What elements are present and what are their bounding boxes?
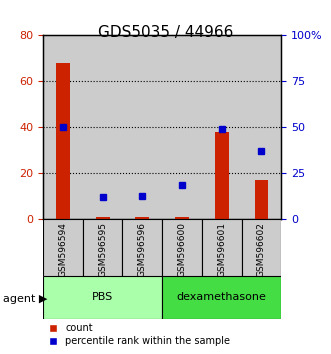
Bar [215,132,229,219]
Bar [122,35,162,219]
Bar [162,35,202,219]
Bar [43,35,83,219]
Bar [242,35,281,219]
Text: GSM596596: GSM596596 [138,222,147,277]
Bar [255,181,268,219]
Bar [83,35,122,219]
Text: GSM596601: GSM596601 [217,222,226,277]
Text: GDS5035 / 44966: GDS5035 / 44966 [98,25,233,40]
FancyBboxPatch shape [202,219,242,276]
Text: GSM596595: GSM596595 [98,222,107,277]
Bar [135,217,149,219]
Text: dexamethasone: dexamethasone [177,292,267,302]
FancyBboxPatch shape [162,276,281,319]
Legend: count, percentile rank within the sample: count, percentile rank within the sample [48,324,230,346]
FancyBboxPatch shape [122,219,162,276]
Text: GSM596594: GSM596594 [58,222,68,277]
Bar [175,217,189,219]
Text: PBS: PBS [92,292,113,302]
Bar [96,217,110,219]
Text: GSM596602: GSM596602 [257,222,266,277]
FancyBboxPatch shape [43,276,162,319]
FancyBboxPatch shape [162,219,202,276]
Text: agent ▶: agent ▶ [3,294,48,304]
Text: GSM596600: GSM596600 [177,222,187,277]
FancyBboxPatch shape [83,219,122,276]
Bar [56,63,70,219]
Bar [202,35,242,219]
FancyBboxPatch shape [242,219,281,276]
FancyBboxPatch shape [43,219,83,276]
